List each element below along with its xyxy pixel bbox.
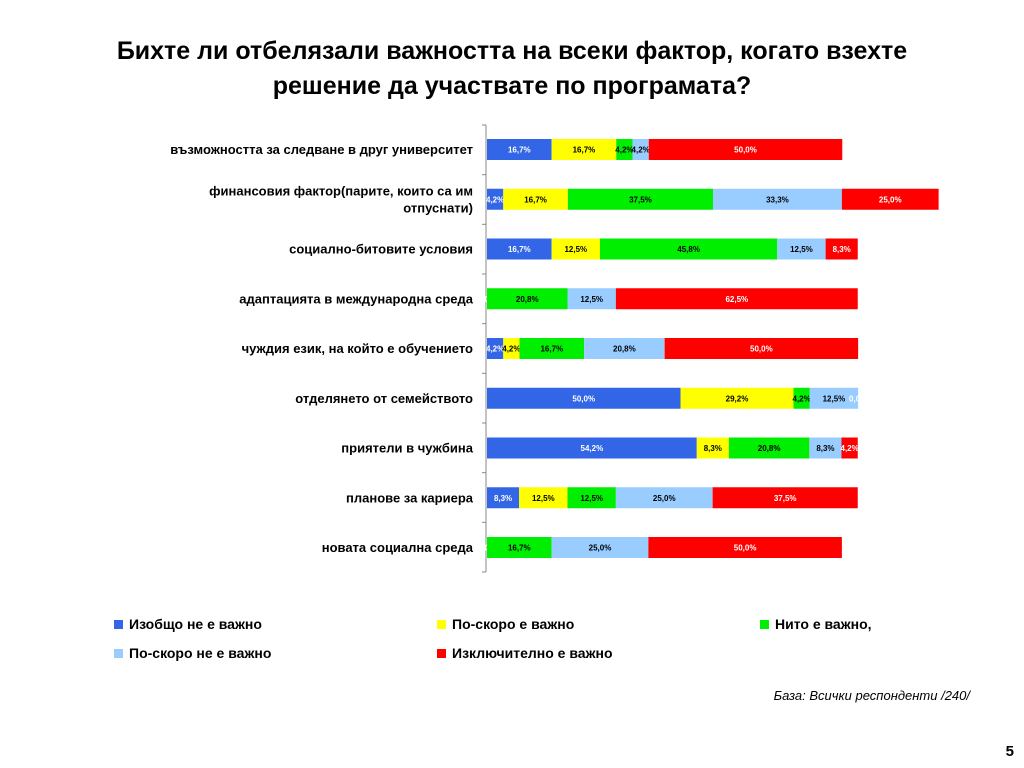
bar-segment	[519, 338, 585, 359]
bar-segment	[696, 437, 729, 459]
data-label: 20,8%	[613, 345, 636, 354]
data-label: 8,3%	[833, 245, 851, 254]
bar-segment	[712, 487, 858, 509]
bar-segment	[487, 188, 504, 210]
bar-segment	[809, 437, 842, 459]
bar-segment	[503, 188, 568, 210]
bar-segment	[777, 238, 826, 260]
data-label: 12,5%	[532, 494, 555, 503]
bar-segment	[841, 437, 858, 459]
data-label: 20,8%	[516, 295, 539, 304]
category-label: адаптацията в международна среда	[239, 291, 473, 306]
data-label: 4,2%	[793, 394, 811, 403]
bar-segment	[487, 537, 552, 558]
data-label: 4,2%	[841, 444, 859, 453]
data-label: 12,5%	[564, 245, 587, 254]
data-label: 16,7%	[540, 345, 563, 354]
bar-segment	[551, 238, 601, 260]
bar-segment	[600, 238, 778, 260]
data-label: 4,2%	[632, 146, 650, 155]
data-label: 33,3%	[766, 195, 789, 204]
bar-segment	[648, 537, 842, 558]
category-label: възможността за следване в друг универси…	[170, 142, 473, 157]
data-label: 8,3%	[704, 444, 722, 453]
data-label: 8,3%	[816, 444, 834, 453]
category-label: отделянето от семейството	[295, 391, 473, 406]
data-label: 12,5%	[823, 394, 846, 403]
data-label: 45,8%	[677, 245, 700, 254]
title-line-2: решение да участвате по програмата?	[272, 72, 752, 100]
data-label: 16,7%	[508, 245, 531, 254]
bar-segment	[503, 338, 520, 359]
bar-segment	[825, 238, 858, 260]
bar-segment	[487, 139, 552, 160]
data-label: 12,5%	[790, 245, 813, 254]
bar-segment	[487, 387, 681, 409]
bar-segment	[487, 487, 520, 509]
bar-segment	[584, 338, 665, 359]
data-label: 62,5%	[725, 295, 748, 304]
data-label: 12,5%	[580, 295, 603, 304]
bar-segment	[713, 188, 842, 210]
bar-segment	[632, 139, 649, 160]
bar-segment	[551, 537, 649, 558]
bar-segment	[487, 238, 552, 260]
data-label: 4,2%	[486, 195, 504, 204]
data-label: 4,2%	[486, 345, 504, 354]
footnote: База: Всички респонденти /240/	[773, 688, 970, 703]
bar-segment	[519, 487, 568, 509]
category-label: чуждия език, на който е обучението	[242, 341, 473, 356]
bar-segment	[487, 437, 697, 459]
data-label: 25,0%	[653, 494, 676, 503]
data-label: 0,0%	[849, 394, 867, 403]
category-label: новата социална среда	[322, 540, 474, 555]
data-label: 37,5%	[774, 494, 797, 503]
data-label: 8,3%	[494, 494, 512, 503]
data-label: 54,2%	[581, 444, 604, 453]
data-label: 50,0%	[734, 544, 757, 553]
data-label: 4,2%	[502, 345, 520, 354]
data-label: 37,5%	[629, 195, 652, 204]
bar-segment	[809, 387, 859, 409]
bar-segment	[728, 437, 810, 459]
bar-segment	[680, 387, 794, 409]
bar-segment	[616, 139, 633, 160]
bar-segment	[567, 188, 714, 210]
category-label: приятели в чужбина	[341, 441, 473, 456]
bar-segment	[793, 387, 810, 409]
data-label: 29,2%	[726, 394, 749, 403]
data-label: 50,0%	[750, 345, 773, 354]
data-label: 20,8%	[758, 444, 781, 453]
page-title: Бихте ли отбелязали важността на всеки ф…	[0, 34, 1024, 104]
category-label: планове за кариера	[346, 490, 474, 505]
data-label: 50,0%	[572, 394, 595, 403]
page-number: 5	[1005, 743, 1014, 760]
data-label: 16,7%	[508, 146, 531, 155]
bar-segment	[615, 288, 858, 310]
bar-segment	[487, 338, 504, 359]
bar-segment	[664, 338, 859, 359]
bar-segment	[841, 188, 939, 210]
data-label: 25,0%	[589, 544, 612, 553]
data-label: 25,0%	[879, 195, 902, 204]
data-label: 16,7%	[524, 195, 547, 204]
data-label: 4,2%	[615, 146, 633, 155]
data-label: 50,0%	[734, 146, 757, 155]
bar-segment	[567, 487, 616, 509]
data-label: 16,7%	[508, 544, 531, 553]
bar-segment	[615, 487, 713, 509]
bar-segment	[487, 288, 568, 310]
category-label: финансовия фактор(парите, които са им отп…	[209, 183, 473, 215]
data-label: 16,7%	[573, 146, 596, 155]
data-label: 12,5%	[580, 494, 603, 503]
category-label: социално-битовите условия	[289, 242, 473, 257]
title-line-1: Бихте ли отбелязали важността на всеки ф…	[116, 37, 908, 65]
bar-segment	[551, 139, 617, 160]
bar-segment	[648, 139, 843, 160]
bar-segment	[567, 288, 616, 310]
